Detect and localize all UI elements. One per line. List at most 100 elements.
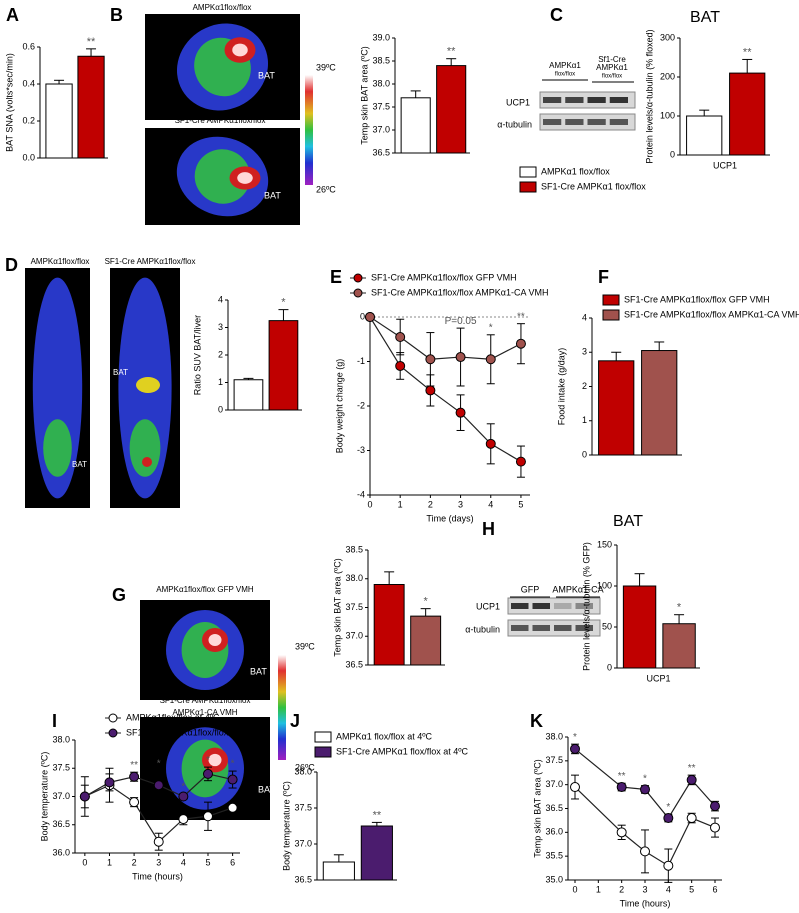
y-tick-label: 36.0	[52, 847, 70, 857]
image-label: SF1-Cre AMPKα1flox/flox	[105, 257, 196, 266]
y-tick-label: 4	[218, 294, 223, 304]
panel-title: BAT	[690, 9, 720, 26]
x-tick-label: 1	[107, 857, 112, 867]
panel-letter: E	[330, 267, 342, 287]
x-tick-label: 0	[572, 884, 577, 894]
y-tick-label: 0	[582, 449, 587, 459]
y-axis-label: Temp skin BAT area (ºC)	[359, 46, 369, 144]
blot-band	[532, 603, 550, 609]
y-tick-label: 39.0	[372, 32, 390, 42]
y-axis-label: Body weight change (g)	[334, 359, 344, 454]
panel-letter: J	[290, 711, 300, 731]
y-tick-label: 2	[582, 381, 587, 391]
bar	[410, 615, 442, 666]
y-tick-label: 37.5	[294, 802, 312, 812]
blot-band	[609, 119, 628, 125]
y-axis-label: Body temperature (ºC)	[39, 752, 49, 842]
bar	[360, 825, 393, 881]
legend-label: AMPKα1 flox/flox at 4ºC	[336, 731, 433, 741]
image-label: AMPKα1flox/flox GFP VMH	[156, 585, 254, 594]
x-tick-label: 1	[398, 499, 403, 509]
y-tick-label: 35.5	[545, 851, 563, 861]
marker	[129, 771, 140, 782]
y-tick-label: 36.5	[294, 874, 312, 884]
y-tick-label: 3	[582, 347, 587, 357]
marker	[178, 814, 189, 825]
y-tick-label: 3	[218, 322, 223, 332]
y-tick-label: 37.5	[52, 763, 70, 773]
x-axis-label: Time (hours)	[132, 871, 183, 881]
legend-marker	[108, 728, 118, 738]
bar	[45, 83, 73, 159]
y-tick-label: 1	[218, 377, 223, 387]
y-axis-label: Protein levels/α-tubulin (% GFP)	[581, 542, 591, 671]
panel-title: BAT	[613, 513, 643, 530]
legend-swatch	[602, 309, 620, 321]
x-tick-label: 3	[156, 857, 161, 867]
x-tick-label: 1	[596, 884, 601, 894]
blot-band	[575, 625, 593, 631]
marker	[616, 782, 627, 793]
blot-band	[575, 603, 593, 609]
significance: *	[281, 297, 286, 309]
y-tick-label: 150	[597, 539, 612, 549]
significance: **	[688, 763, 696, 774]
marker	[710, 801, 720, 812]
panel-letter: D	[5, 255, 18, 275]
x-axis-label: UCP1	[713, 160, 737, 170]
significance: *	[206, 755, 210, 766]
image-label: flox/flox	[555, 72, 575, 78]
legend-marker	[353, 288, 363, 298]
series-line	[369, 316, 522, 360]
significance: **	[517, 311, 525, 322]
image-label: 26ºC	[316, 184, 336, 194]
marker	[616, 827, 627, 838]
image-label: SF1-Cre AMPKα1flox/flox	[160, 696, 251, 705]
thermal-body	[194, 149, 251, 204]
marker	[153, 780, 164, 791]
pet-bat	[136, 377, 160, 393]
x-tick-label: 3	[642, 884, 647, 894]
panel-letter: F	[598, 267, 609, 287]
y-tick-label: 36.5	[372, 147, 390, 157]
significance: **	[130, 760, 138, 771]
bar	[686, 115, 723, 156]
y-axis-label: Ratio SUV BAT/liver	[192, 315, 202, 395]
x-axis-label: UCP1	[646, 673, 670, 683]
y-tick-label: 0.0	[22, 152, 35, 162]
image-label: BAT	[250, 666, 267, 676]
marker	[104, 777, 115, 788]
image-label: AMPKα1	[596, 63, 628, 72]
y-tick-label: 37.0	[372, 124, 390, 134]
x-tick-label: 5	[689, 884, 694, 894]
panel-letter: G	[112, 585, 126, 605]
blot-band	[554, 625, 572, 631]
bar	[662, 623, 696, 669]
marker	[570, 743, 580, 754]
panel-letter: C	[550, 5, 563, 25]
series-line	[369, 316, 522, 463]
significance: **	[87, 36, 96, 48]
y-tick-label: 36.5	[52, 819, 70, 829]
image-label: BAT	[258, 784, 275, 794]
marker	[153, 836, 164, 847]
bar	[729, 72, 766, 156]
color-scale	[278, 655, 286, 760]
y-tick-label: 37.0	[545, 779, 563, 789]
image-label: AMPKα1flox/flox	[193, 3, 252, 12]
x-tick-label: 3	[458, 499, 463, 509]
color-scale	[305, 75, 313, 185]
marker	[485, 354, 496, 365]
y-tick-label: 37.0	[52, 791, 70, 801]
y-tick-label: 0	[218, 404, 223, 414]
significance: **	[618, 771, 626, 782]
y-tick-label: 37.5	[372, 101, 390, 111]
bar	[268, 320, 299, 411]
y-tick-label: 100	[597, 580, 612, 590]
marker	[485, 438, 496, 449]
panel-letter: B	[110, 5, 123, 25]
image-label: GFP	[521, 584, 540, 594]
panel-letter: H	[482, 519, 495, 539]
legend-label: SF1-Cre AMPKα1flox/flox GFP VMH	[624, 294, 770, 304]
marker	[710, 822, 720, 833]
